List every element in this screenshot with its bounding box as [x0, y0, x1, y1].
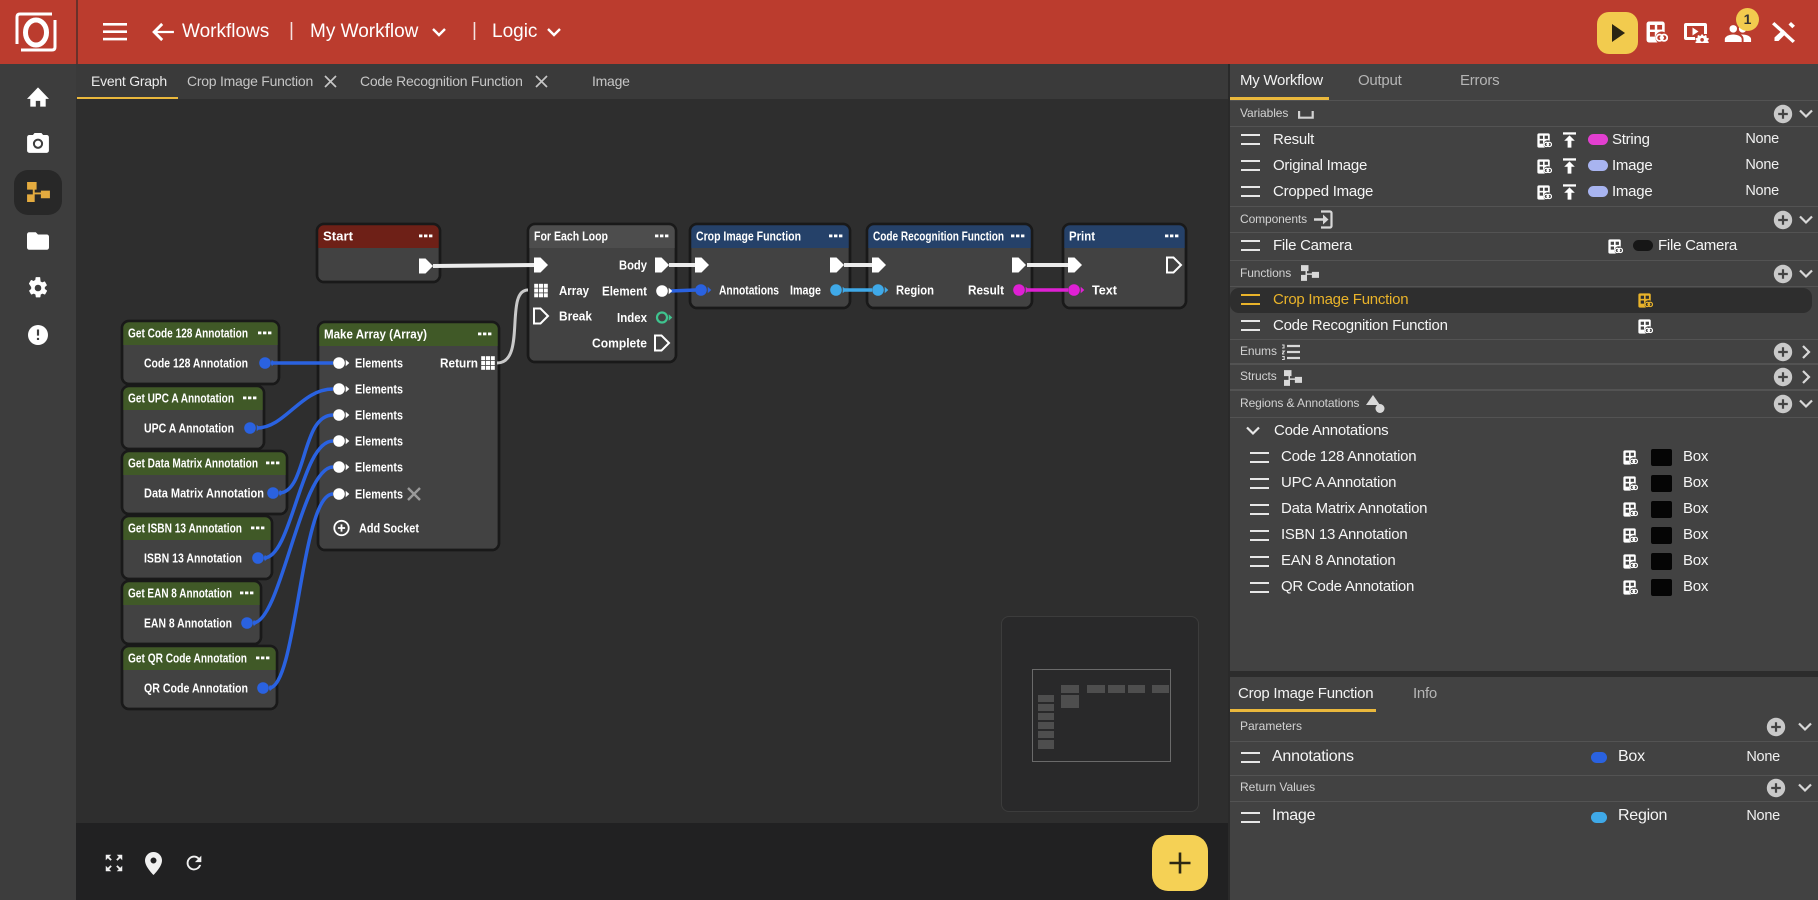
svg-text:Get Code 128 Annotation: Get Code 128 Annotation: [128, 326, 248, 341]
svg-text:Image: Image: [790, 284, 821, 298]
svg-text:Get EAN 8 Annotation: Get EAN 8 Annotation: [128, 586, 232, 601]
svg-text:Code 128 Annotation: Code 128 Annotation: [144, 357, 248, 371]
svg-text:Complete: Complete: [592, 337, 647, 351]
svg-text:Elements: Elements: [355, 435, 403, 449]
svg-text:Get Data Matrix Annotation: Get Data Matrix Annotation: [128, 456, 258, 471]
svg-text:Data Matrix Annotation: Data Matrix Annotation: [144, 487, 264, 501]
svg-text:Crop Image Function: Crop Image Function: [696, 229, 801, 244]
svg-text:Elements: Elements: [355, 357, 403, 371]
svg-text:Element: Element: [602, 285, 648, 299]
svg-text:Elements: Elements: [355, 383, 403, 397]
svg-text:EAN 8 Annotation: EAN 8 Annotation: [144, 617, 232, 631]
svg-text:Get ISBN 13 Annotation: Get ISBN 13 Annotation: [128, 521, 242, 536]
svg-text:Make Array (Array): Make Array (Array): [324, 327, 427, 342]
svg-text:Elements: Elements: [355, 488, 403, 502]
svg-text:Result: Result: [968, 284, 1005, 298]
svg-text:UPC A Annotation: UPC A Annotation: [144, 422, 234, 436]
svg-text:For Each Loop: For Each Loop: [534, 229, 608, 244]
svg-text:Start: Start: [323, 229, 354, 244]
svg-text:Elements: Elements: [355, 461, 403, 475]
svg-text:Index: Index: [617, 311, 647, 325]
svg-text:Region: Region: [896, 284, 934, 298]
svg-text:Get UPC A Annotation: Get UPC A Annotation: [128, 391, 234, 406]
svg-text:Elements: Elements: [355, 409, 403, 423]
svg-text:Get QR Code Annotation: Get QR Code Annotation: [128, 651, 247, 666]
svg-text:Body: Body: [619, 259, 647, 273]
svg-text:Add Socket: Add Socket: [359, 522, 420, 536]
svg-text:Text: Text: [1092, 284, 1118, 298]
svg-text:Annotations: Annotations: [719, 284, 779, 298]
svg-text:ISBN 13 Annotation: ISBN 13 Annotation: [144, 552, 242, 566]
svg-text:Return: Return: [440, 357, 478, 371]
svg-text:Break: Break: [559, 310, 592, 324]
svg-text:QR Code Annotation: QR Code Annotation: [144, 682, 248, 696]
svg-text:Code Recognition Function: Code Recognition Function: [873, 229, 1004, 244]
svg-text:Array: Array: [559, 284, 589, 298]
svg-text:Print: Print: [1069, 229, 1096, 244]
